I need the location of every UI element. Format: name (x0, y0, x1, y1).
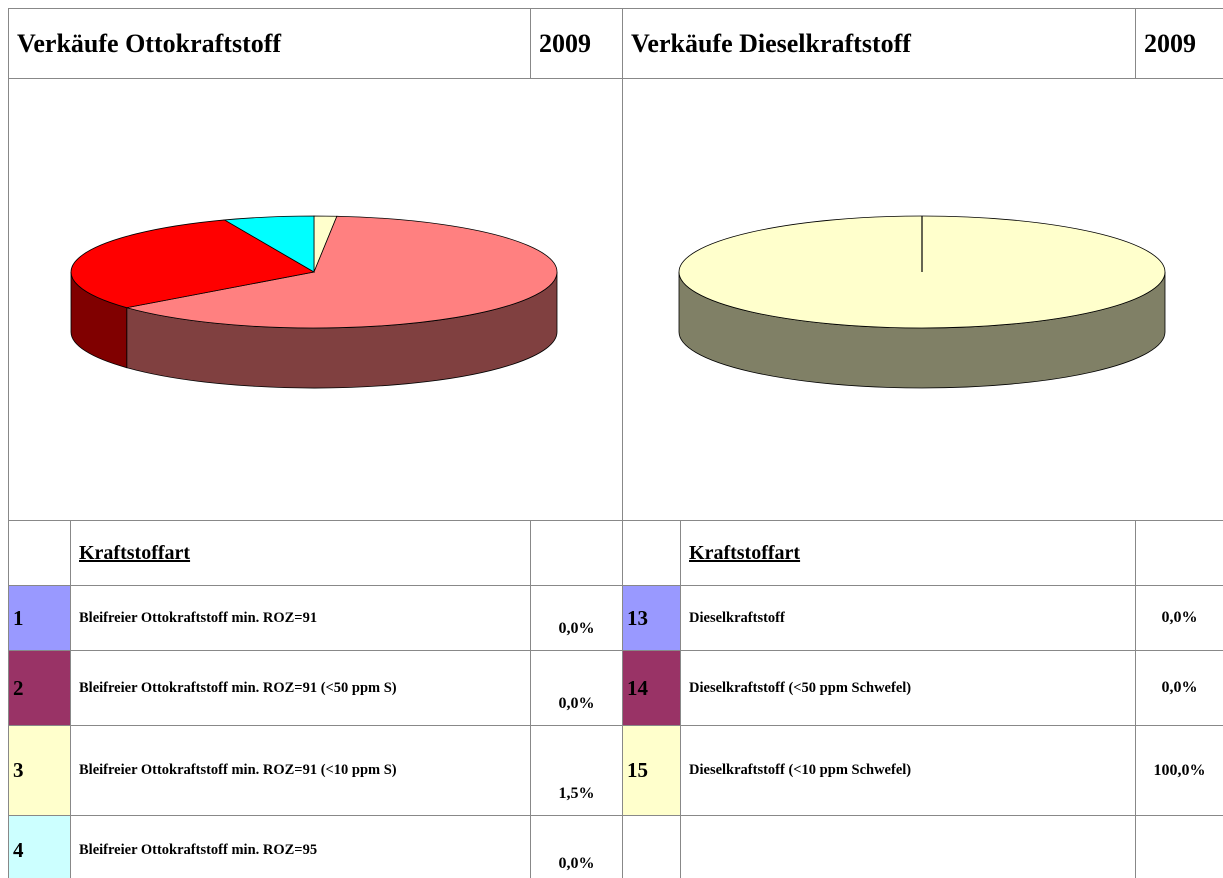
table-row: 4 Bleifreier Ottokraftstoff min. ROZ=95 0,… (8, 815, 1223, 878)
table-row: 3 Bleifreier Ottokraftstoff min. ROZ=91 (… (8, 725, 1223, 816)
pie-chart (678, 215, 1166, 388)
blank-cell (622, 520, 682, 586)
row-number: 14 (622, 650, 682, 726)
row-number: 2 (8, 650, 71, 726)
row-label: Bleifreier Ottokraftstoff min. ROZ=91 (69, 585, 532, 651)
row-number: 1 (8, 585, 71, 651)
row-share: 0,0% (1135, 650, 1223, 726)
column-header: Kraftstoffart (680, 520, 1137, 586)
table-row: Verkäufe Ottokraftstoff 2009 Verkäufe Dies… (7, 8, 1223, 79)
table-row: 2 Bleifreier Ottokraftstoff min. ROZ=91 (… (8, 650, 1223, 726)
row-share: 1,5% (530, 725, 624, 816)
table-title: Verkäufe Ottokraftstoff (7, 8, 532, 79)
pie-chart (70, 215, 558, 388)
row-number: 13 (622, 585, 682, 651)
sales-table: Verkäufe Ottokraftstoff 2009 Verkäufe Dies… (7, 8, 1223, 878)
row-label: Bleifreier Ottokraftstoff min. ROZ=91 (<… (69, 650, 532, 726)
row-label: Bleifreier Ottokraftstoff min. ROZ=91 (<… (69, 725, 532, 816)
column-header: Kraftstoffart (69, 520, 532, 586)
blank-cell (530, 520, 624, 586)
pie-slice (126, 215, 558, 328)
blank-cell (1135, 520, 1223, 586)
row-share: 0,0% (530, 585, 624, 651)
pie-cell (622, 78, 1223, 521)
pie-slice (223, 215, 315, 273)
table-row (7, 78, 1223, 521)
row-label: Dieselkraftstoff (<10 ppm Schwefel) (680, 725, 1137, 816)
blank-cell (8, 520, 71, 586)
row-number: 15 (622, 725, 682, 816)
row-number: 3 (8, 725, 71, 816)
table-year: 2009 (530, 8, 624, 79)
row-share: 0,0% (1135, 585, 1223, 651)
blank-cell (622, 815, 682, 878)
row-share: 0,0% (530, 650, 624, 726)
table-row: 1 Bleifreier Ottokraftstoff min. ROZ=91 0,… (8, 585, 1223, 651)
table-year: 2009 (1135, 8, 1223, 79)
blank-cell (1135, 815, 1223, 878)
row-label: Bleifreier Ottokraftstoff min. ROZ=95 (69, 815, 532, 878)
table-row: Kraftstoffart Kraftstoffart (8, 520, 1223, 586)
row-label: Dieselkraftstoff (680, 585, 1137, 651)
row-number: 4 (8, 815, 71, 878)
table-title: Verkäufe Dieselkraftstoff (622, 8, 1137, 79)
pie-slice (70, 219, 316, 308)
row-share: 0,0% (530, 815, 624, 878)
row-label: Dieselkraftstoff (<50 ppm Schwefel) (680, 650, 1137, 726)
pie-cell (7, 78, 624, 521)
row-share: 100,0% (1135, 725, 1223, 816)
blank-cell (680, 815, 1137, 878)
